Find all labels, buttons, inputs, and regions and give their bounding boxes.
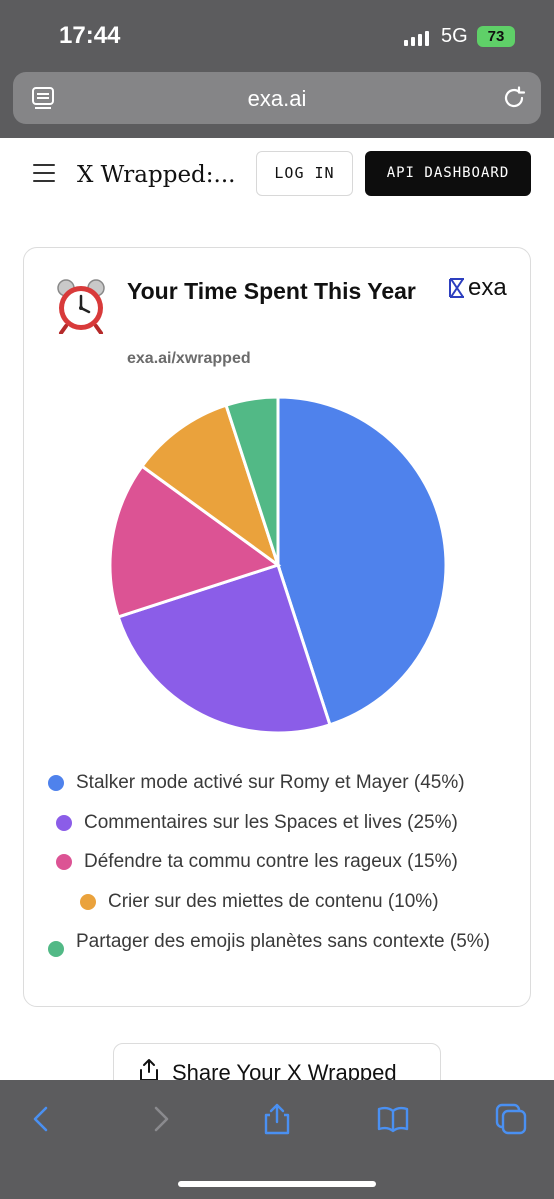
legend-dot (48, 775, 64, 791)
legend-item: Défendre ta commu contre les rageux (15%… (56, 849, 516, 875)
signal-icon (404, 30, 429, 46)
pie-chart (108, 395, 448, 735)
card-subtitle[interactable]: exa.ai/xwrapped (127, 350, 251, 367)
exa-logo[interactable]: exa (448, 274, 507, 302)
back-icon[interactable] (24, 1102, 58, 1136)
legend-label: Crier sur des miettes de contenu (10%) (108, 891, 439, 912)
legend-dot (80, 894, 96, 910)
tabs-icon[interactable] (494, 1102, 528, 1136)
pie-slice-4[interactable] (224, 395, 280, 566)
page-menu-icon[interactable] (31, 86, 55, 110)
legend-label: Commentaires sur les Spaces et lives (25… (84, 812, 458, 833)
legend-label: Défendre ta commu contre les rageux (15%… (84, 851, 458, 872)
card-title: Your Time Spent This Year (127, 278, 416, 304)
address-bar[interactable]: exa.ai (13, 72, 541, 124)
legend-item: Crier sur des miettes de contenu (10%) (80, 889, 510, 915)
legend-item: Partager des emojis planètes sans contex… (48, 929, 498, 957)
home-indicator (178, 1181, 376, 1187)
bookmarks-icon[interactable] (376, 1102, 410, 1136)
api-dashboard-button[interactable]: API DASHBOARD (365, 151, 531, 196)
status-bar: 17:44 5G 73 (0, 0, 554, 70)
share-sheet-icon[interactable] (260, 1102, 294, 1136)
legend-dot (48, 941, 64, 957)
battery-icon: 73 (477, 26, 515, 47)
exa-wordmark: exa (468, 274, 507, 301)
alarm-clock-icon (57, 279, 105, 334)
reload-icon[interactable] (501, 85, 527, 111)
wrapped-card: Your Time Spent This Year exa.ai/xwrappe… (23, 247, 531, 1007)
legend-label: Stalker mode activé sur Romy et Mayer (4… (76, 772, 465, 793)
url-text[interactable]: exa.ai (247, 86, 307, 111)
pie-slice-2[interactable] (108, 464, 282, 619)
network-type: 5G (441, 25, 468, 47)
exa-mark-icon (449, 278, 464, 298)
forward-icon[interactable] (144, 1102, 178, 1136)
site-header: X Wrapped:... LOG IN API DASHBOARD (0, 138, 554, 212)
pie-slice-1[interactable] (116, 563, 332, 735)
legend-label: Partager des emojis planètes sans contex… (76, 931, 490, 952)
legend-item: Commentaires sur les Spaces et lives (25… (56, 810, 516, 836)
pie-slice-0[interactable] (276, 395, 448, 727)
menu-icon[interactable] (33, 164, 55, 184)
share-icon (140, 1059, 158, 1081)
browser-toolbar (0, 1080, 554, 1199)
pie-slice-3[interactable] (139, 403, 281, 569)
legend-dot (56, 815, 72, 831)
login-button[interactable]: LOG IN (256, 151, 353, 196)
battery-level: 73 (487, 28, 505, 45)
legend-item: Stalker mode activé sur Romy et Mayer (4… (48, 770, 518, 796)
status-time: 17:44 (59, 22, 121, 49)
legend-dot (56, 854, 72, 870)
page-title[interactable]: X Wrapped:... (77, 162, 236, 188)
browser-top-chrome: 17:44 5G 73 exa.ai (0, 0, 554, 138)
